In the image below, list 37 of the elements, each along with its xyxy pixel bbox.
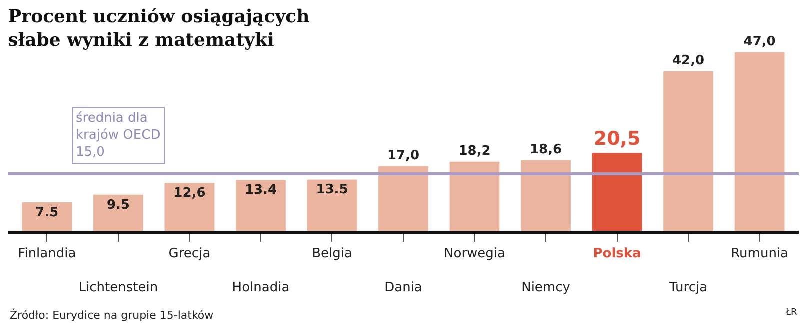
bar bbox=[450, 162, 500, 231]
x-tick-label: Norwegia bbox=[444, 246, 506, 262]
x-tick-label: Holnadia bbox=[232, 280, 290, 296]
bar bbox=[521, 160, 571, 231]
data-label: 13.4 bbox=[244, 183, 278, 198]
bar bbox=[94, 194, 144, 231]
x-tick-label: Dania bbox=[384, 280, 422, 296]
data-label: 18,6 bbox=[530, 142, 562, 158]
chart-title: Procent uczniów osiągających słabe wyniki z matematyki bbox=[8, 6, 310, 52]
x-tick-label: Turcja bbox=[668, 280, 708, 296]
x-tick-label: Polska bbox=[593, 246, 642, 262]
x-tick-label: Lichtenstein bbox=[78, 280, 158, 296]
data-label: 42,0 bbox=[672, 53, 705, 68]
data-label: 47,0 bbox=[744, 34, 776, 50]
x-tick-label: Niemcy bbox=[522, 280, 571, 296]
x-tick-label: Grecja bbox=[168, 246, 211, 262]
bar bbox=[164, 183, 215, 231]
data-label: 12,6 bbox=[174, 186, 206, 202]
data-label: 18,2 bbox=[458, 144, 491, 159]
data-label: 20,5 bbox=[594, 128, 641, 150]
x-tick-label: Finlandia bbox=[18, 246, 76, 262]
bar bbox=[592, 153, 642, 231]
x-tick-label: Rumunia bbox=[731, 246, 789, 262]
data-label: 9.5 bbox=[106, 198, 130, 213]
bar bbox=[236, 180, 286, 231]
bar bbox=[664, 71, 714, 231]
bar bbox=[22, 202, 72, 231]
data-label: 13.5 bbox=[316, 182, 348, 198]
data-label: 17,0 bbox=[387, 148, 420, 164]
x-tick-label: Belgia bbox=[312, 246, 352, 262]
bar bbox=[378, 166, 428, 231]
text: ŁR bbox=[785, 308, 798, 318]
bar bbox=[307, 180, 358, 231]
text: Źródło: Eurydice na grupie 15-latków bbox=[10, 308, 214, 322]
data-label: 7.5 bbox=[36, 205, 59, 220]
bar bbox=[734, 52, 785, 231]
ref-line-label: średnia dla krajów OECD 15,0 bbox=[76, 111, 161, 160]
